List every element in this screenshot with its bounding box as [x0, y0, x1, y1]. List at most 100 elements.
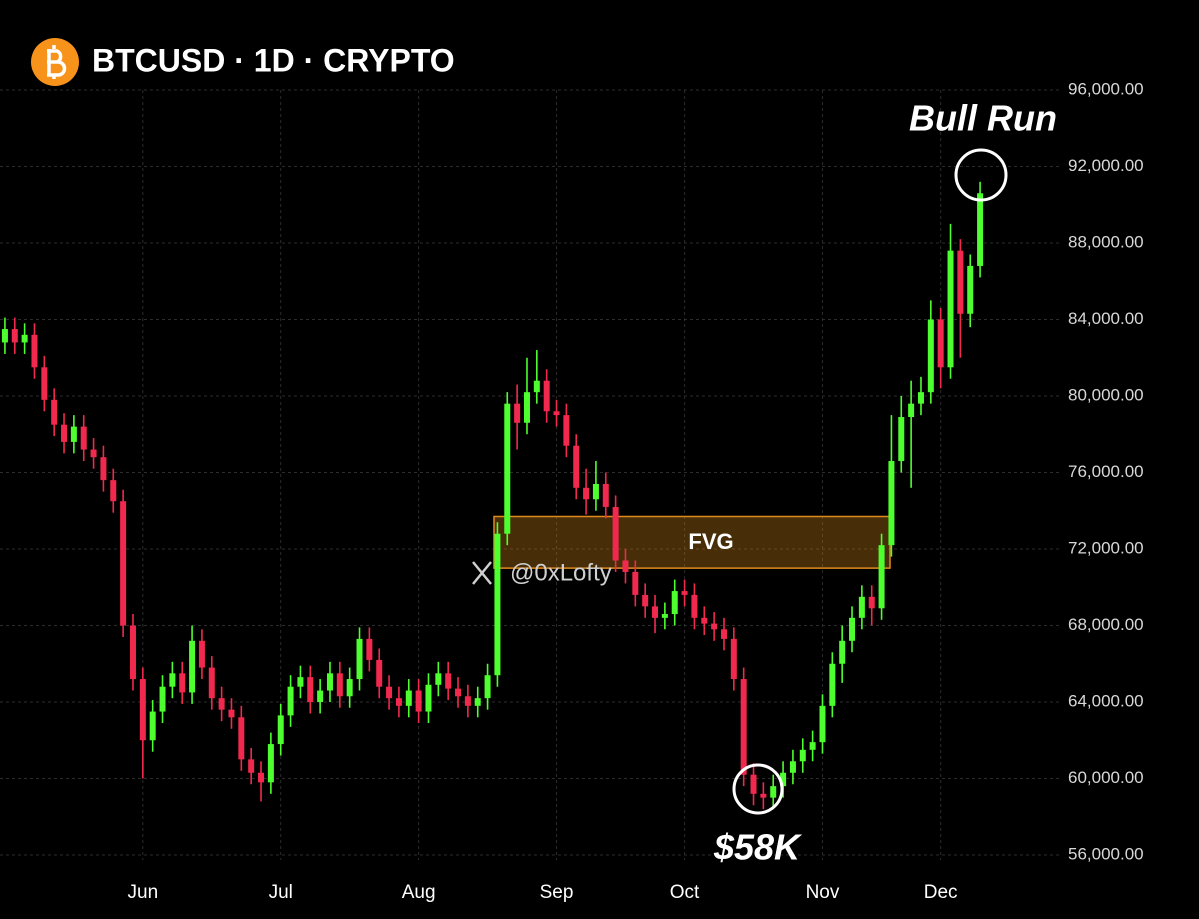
candle-body: [41, 367, 48, 400]
watermark-text: @0xLofty: [510, 559, 612, 586]
y-tick-label: 84,000.00: [1068, 309, 1144, 328]
candle-body: [829, 663, 836, 706]
candle-body: [711, 623, 718, 630]
candle-body: [809, 742, 816, 750]
candle-body: [484, 675, 491, 699]
candle-body: [31, 334, 38, 368]
candle-body: [780, 772, 787, 787]
candle-body: [267, 744, 274, 783]
candle-body: [917, 392, 924, 404]
candle-body: [583, 487, 590, 500]
candle-body: [701, 617, 708, 624]
candle-body: [858, 596, 865, 618]
candle-body: [326, 673, 333, 691]
y-tick-label: 72,000.00: [1068, 538, 1144, 557]
candle-body: [376, 659, 383, 687]
x-tick-label: Oct: [670, 882, 700, 903]
annotation: $58K: [713, 827, 803, 868]
watermark: @0xLofty: [472, 559, 612, 586]
candle-body: [386, 686, 393, 699]
x-tick-label: Jun: [128, 882, 159, 903]
x-tick-label: Sep: [540, 882, 574, 903]
fvg-zone: FVG: [493, 515, 891, 569]
candle-body: [149, 711, 156, 741]
candle-body: [228, 709, 235, 718]
candle-body: [967, 265, 974, 314]
y-tick-label: 92,000.00: [1068, 156, 1144, 175]
candle-body: [120, 501, 127, 626]
candle-body: [425, 684, 432, 712]
candle-body: [139, 679, 146, 741]
candle-body: [258, 772, 265, 783]
candle-body: [523, 392, 530, 423]
candle-body: [336, 673, 343, 697]
candle-body: [307, 677, 314, 702]
candle-body: [789, 761, 796, 773]
y-tick-label: 88,000.00: [1068, 232, 1144, 251]
candle-body: [760, 793, 767, 798]
candle-body: [297, 677, 304, 687]
candle-body: [159, 686, 166, 712]
candle-body: [839, 640, 846, 664]
candle-body: [632, 571, 639, 595]
candle-body: [11, 329, 18, 343]
candle-body: [908, 403, 915, 418]
candle-body: [642, 594, 649, 607]
grid: [0, 89, 1062, 860]
candle-body: [90, 449, 97, 458]
candle-body: [208, 667, 215, 699]
candle-body: [346, 679, 353, 697]
candle-body: [356, 638, 363, 680]
candle-body: [218, 698, 225, 710]
candle-body: [514, 403, 521, 423]
candle-body: [622, 560, 629, 572]
candle-body: [494, 533, 501, 676]
candle-body: [681, 591, 688, 595]
candle-body: [238, 717, 245, 760]
candle-body: [415, 690, 422, 712]
bitcoin-symbol: [47, 45, 67, 79]
y-tick-label: 60,000.00: [1068, 768, 1144, 787]
candle-body: [198, 640, 205, 668]
candle-body: [888, 461, 895, 546]
annotation: Bull Run: [909, 98, 1057, 139]
y-tick-label: 76,000.00: [1068, 462, 1144, 481]
candle-body: [21, 334, 28, 343]
candle-body: [553, 411, 560, 416]
candle-body: [169, 673, 176, 687]
y-tick-label: 68,000.00: [1068, 615, 1144, 634]
candle-body: [602, 483, 609, 507]
y-tick-label: 80,000.00: [1068, 385, 1144, 404]
candle-body: [189, 640, 196, 693]
fvg-label: FVG: [688, 529, 733, 554]
y-tick-label: 56,000.00: [1068, 844, 1144, 863]
candle-body: [277, 715, 284, 745]
candle-body: [661, 614, 668, 618]
y-tick-label: 64,000.00: [1068, 691, 1144, 710]
highlight-circle: [732, 763, 784, 815]
candle-body: [573, 445, 580, 488]
candle-body: [799, 749, 806, 762]
candle-body: [819, 705, 826, 743]
candle-body: [740, 679, 747, 775]
candle-body: [878, 545, 885, 609]
candle-body: [868, 596, 875, 609]
candles: [1, 181, 984, 810]
candle-body: [770, 786, 777, 798]
candle-body: [977, 193, 984, 266]
candle-body: [474, 698, 481, 706]
candle-body: [80, 426, 87, 450]
x-tick-label: Jul: [269, 882, 293, 903]
candle-body: [179, 673, 186, 693]
x-logo: [472, 561, 492, 585]
candle-body: [395, 698, 402, 706]
candle-body: [248, 759, 255, 773]
candle-body: [543, 380, 550, 412]
candle-body: [720, 629, 727, 639]
candle-body: [287, 686, 294, 716]
candle-body: [110, 480, 117, 502]
candle-body: [435, 673, 442, 685]
candle-body: [730, 638, 737, 680]
